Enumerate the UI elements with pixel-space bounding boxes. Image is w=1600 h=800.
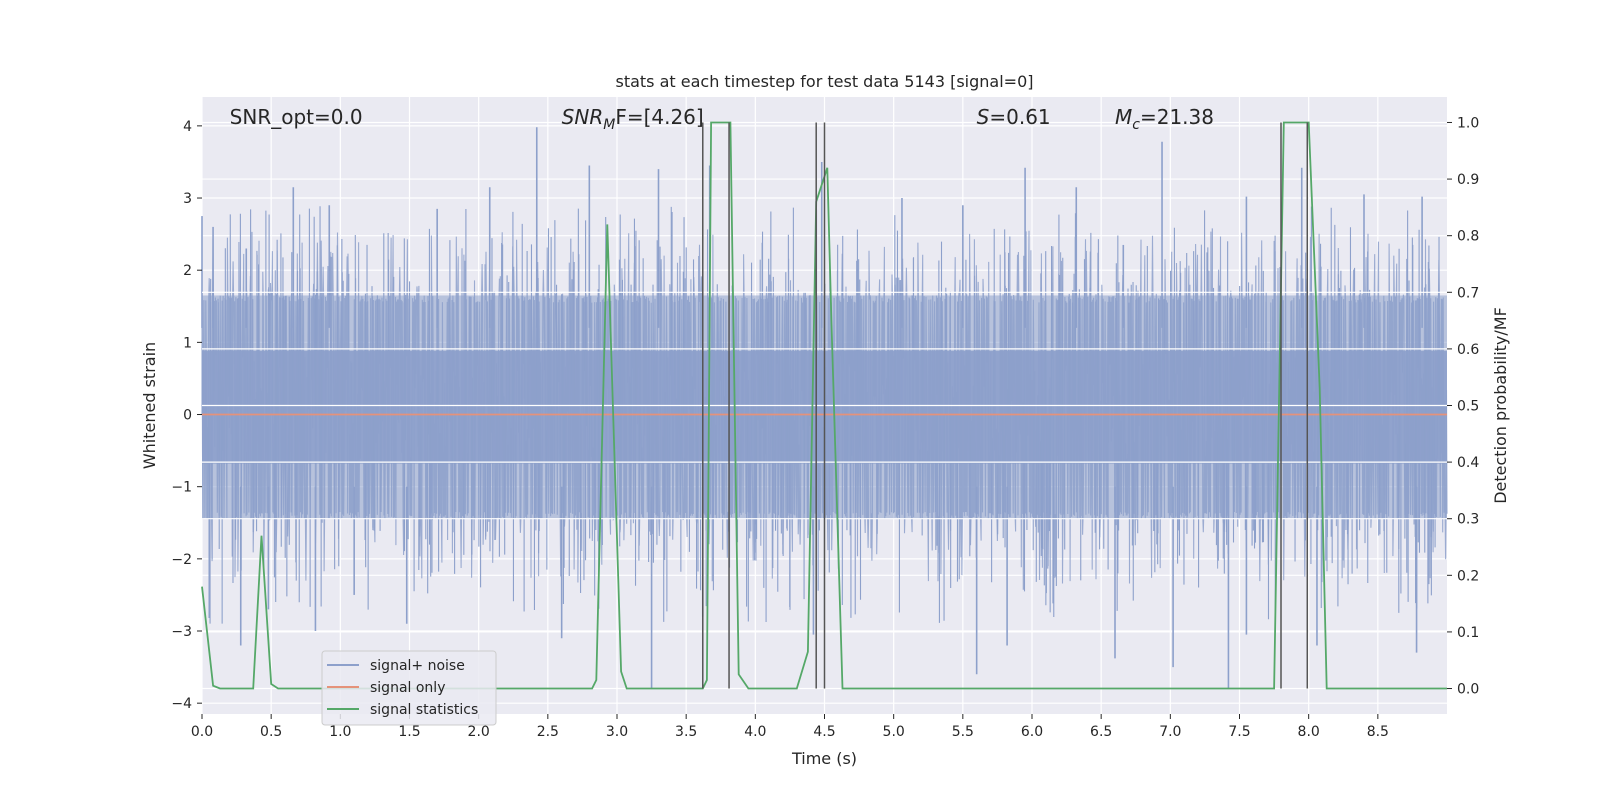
- x-tick-label: 7.0: [1159, 724, 1181, 740]
- annotation: SNRMF=[4.26]: [562, 105, 704, 133]
- annotations: SNR_opt=0.0 SNRMF=[4.26] S=0.61 Mc=21.38: [230, 105, 1214, 133]
- y-tick-label-right: 0.8: [1457, 229, 1479, 245]
- x-tick-label: 8.5: [1367, 724, 1389, 740]
- x-tick-label: 7.5: [1228, 724, 1250, 740]
- y-axis-label-right: Detection probability/MF: [1491, 307, 1510, 504]
- x-tick-label: 6.0: [1021, 724, 1043, 740]
- axes: 0.0 0.5 1.0 1.5 2.0 2.5 3.0 3.5 4.0 4.5 5.0 5.5 6.0 6…: [171, 115, 1479, 740]
- x-tick-label: 2.0: [468, 724, 490, 740]
- y-axis-label-left: Whitened strain: [140, 342, 159, 469]
- legend-box: [321, 650, 497, 726]
- y-tick-label-left: −2: [171, 552, 192, 568]
- annotation: S=0.61: [977, 105, 1051, 129]
- legend-label: signal only: [370, 680, 445, 696]
- legend-label: signal+ noise: [370, 658, 465, 674]
- y-tick-label-right: 1.0: [1457, 115, 1479, 131]
- x-tick-label: 6.5: [1090, 724, 1112, 740]
- y-tick-label-left: 1: [183, 335, 192, 351]
- y-tick-label-left: −4: [171, 696, 192, 712]
- y-tick-label-right: 0.0: [1457, 682, 1479, 698]
- chart-title: stats at each timestep for test data 514…: [615, 72, 1033, 91]
- y-tick-label-right: 0.3: [1457, 512, 1479, 528]
- x-axis-label: Time (s): [791, 749, 857, 768]
- x-tick-label: 0.5: [260, 724, 282, 740]
- annotation: SNR_opt=0.0: [230, 105, 363, 129]
- y-tick-label-left: −1: [171, 480, 192, 496]
- y-tick-label-right: 0.9: [1457, 172, 1479, 188]
- x-tick-label: 5.0: [883, 724, 905, 740]
- x-tick-label: 8.0: [1298, 724, 1320, 740]
- y-tick-label-right: 0.5: [1457, 399, 1479, 415]
- marker-lines: [702, 122, 1309, 689]
- x-tick-label: 3.5: [675, 724, 697, 740]
- y-tick-label-left: 2: [183, 263, 192, 279]
- y-tick-label-right: 0.2: [1457, 568, 1479, 584]
- legend-label: signal statistics: [370, 702, 478, 718]
- y-tick-label-right: 0.1: [1457, 625, 1479, 641]
- y-tick-label-left: 0: [183, 408, 192, 424]
- x-tick-label: 0.0: [191, 724, 213, 740]
- annotation: Mc=21.38: [1115, 105, 1214, 133]
- y-tick-label-left: 3: [183, 191, 192, 207]
- series-signal-statistics: [201, 121, 1447, 690]
- y-tick-label-left: −3: [171, 624, 192, 640]
- y-tick-label-right: 0.4: [1457, 455, 1479, 471]
- y-tick-label-right: 0.6: [1457, 342, 1479, 358]
- legend: signal+ noise signal only signal statistic…: [321, 650, 497, 726]
- y-tick-label-left: 4: [183, 119, 192, 135]
- x-tick-label: 5.5: [952, 724, 974, 740]
- x-tick-label: 1.5: [398, 724, 420, 740]
- y-tick-label-right: 0.7: [1457, 285, 1479, 301]
- x-tick-label: 2.5: [537, 724, 559, 740]
- x-tick-label: 3.0: [606, 724, 628, 740]
- x-tick-label: 4.0: [744, 724, 766, 740]
- x-tick-label: 4.5: [813, 724, 835, 740]
- x-tick-label: 1.0: [329, 724, 351, 740]
